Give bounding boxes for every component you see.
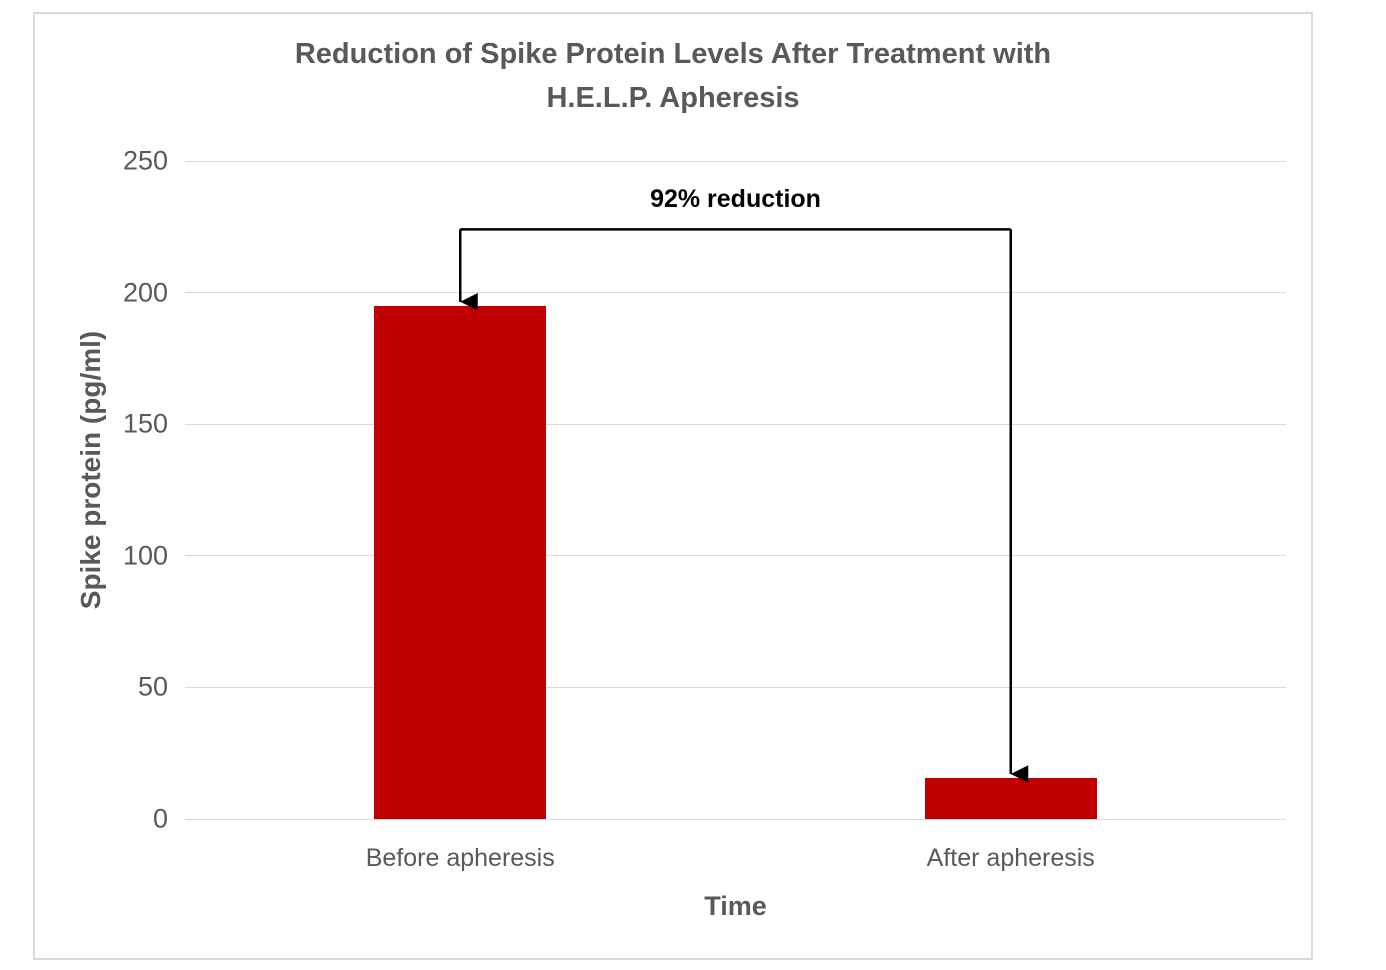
gridline-0 [185,818,1286,820]
gridline-150 [185,423,1286,425]
y-tick-label-100: 100 [122,540,168,571]
gridline-100 [185,555,1286,557]
plot-area: 0 50 100 150 200 250 92% reduction Before aph… [123,146,1286,921]
bar-before-apheresis [374,305,547,819]
y-tick-label-250: 250 [122,145,168,176]
bar-after-apheresis [924,777,1097,819]
chart-title: Reduction of Spike Protein Levels After … [33,33,1313,120]
x-category-label-before-apheresis: Before apheresis [365,844,555,872]
chart-title-line1: Reduction of Spike Protein Levels After … [294,38,1052,70]
y-tick-label-0: 0 [152,803,168,834]
x-category-label-after-apheresis: After apheresis [926,844,1095,872]
y-tick-label-50: 50 [137,671,168,702]
annotation-label: 92% reduction [650,185,821,214]
chart-title-line2: H.E.L.P. Apheresis [546,81,800,114]
gridline-200 [185,292,1286,294]
reduction-bracket-arrow [459,228,1029,783]
gridline-250 [185,160,1286,162]
x-axis-title: Time [704,891,767,921]
y-tick-label-200: 200 [122,277,168,308]
gridline-50 [185,686,1286,688]
chart-border [33,12,1313,960]
y-tick-label-150: 150 [122,408,168,439]
